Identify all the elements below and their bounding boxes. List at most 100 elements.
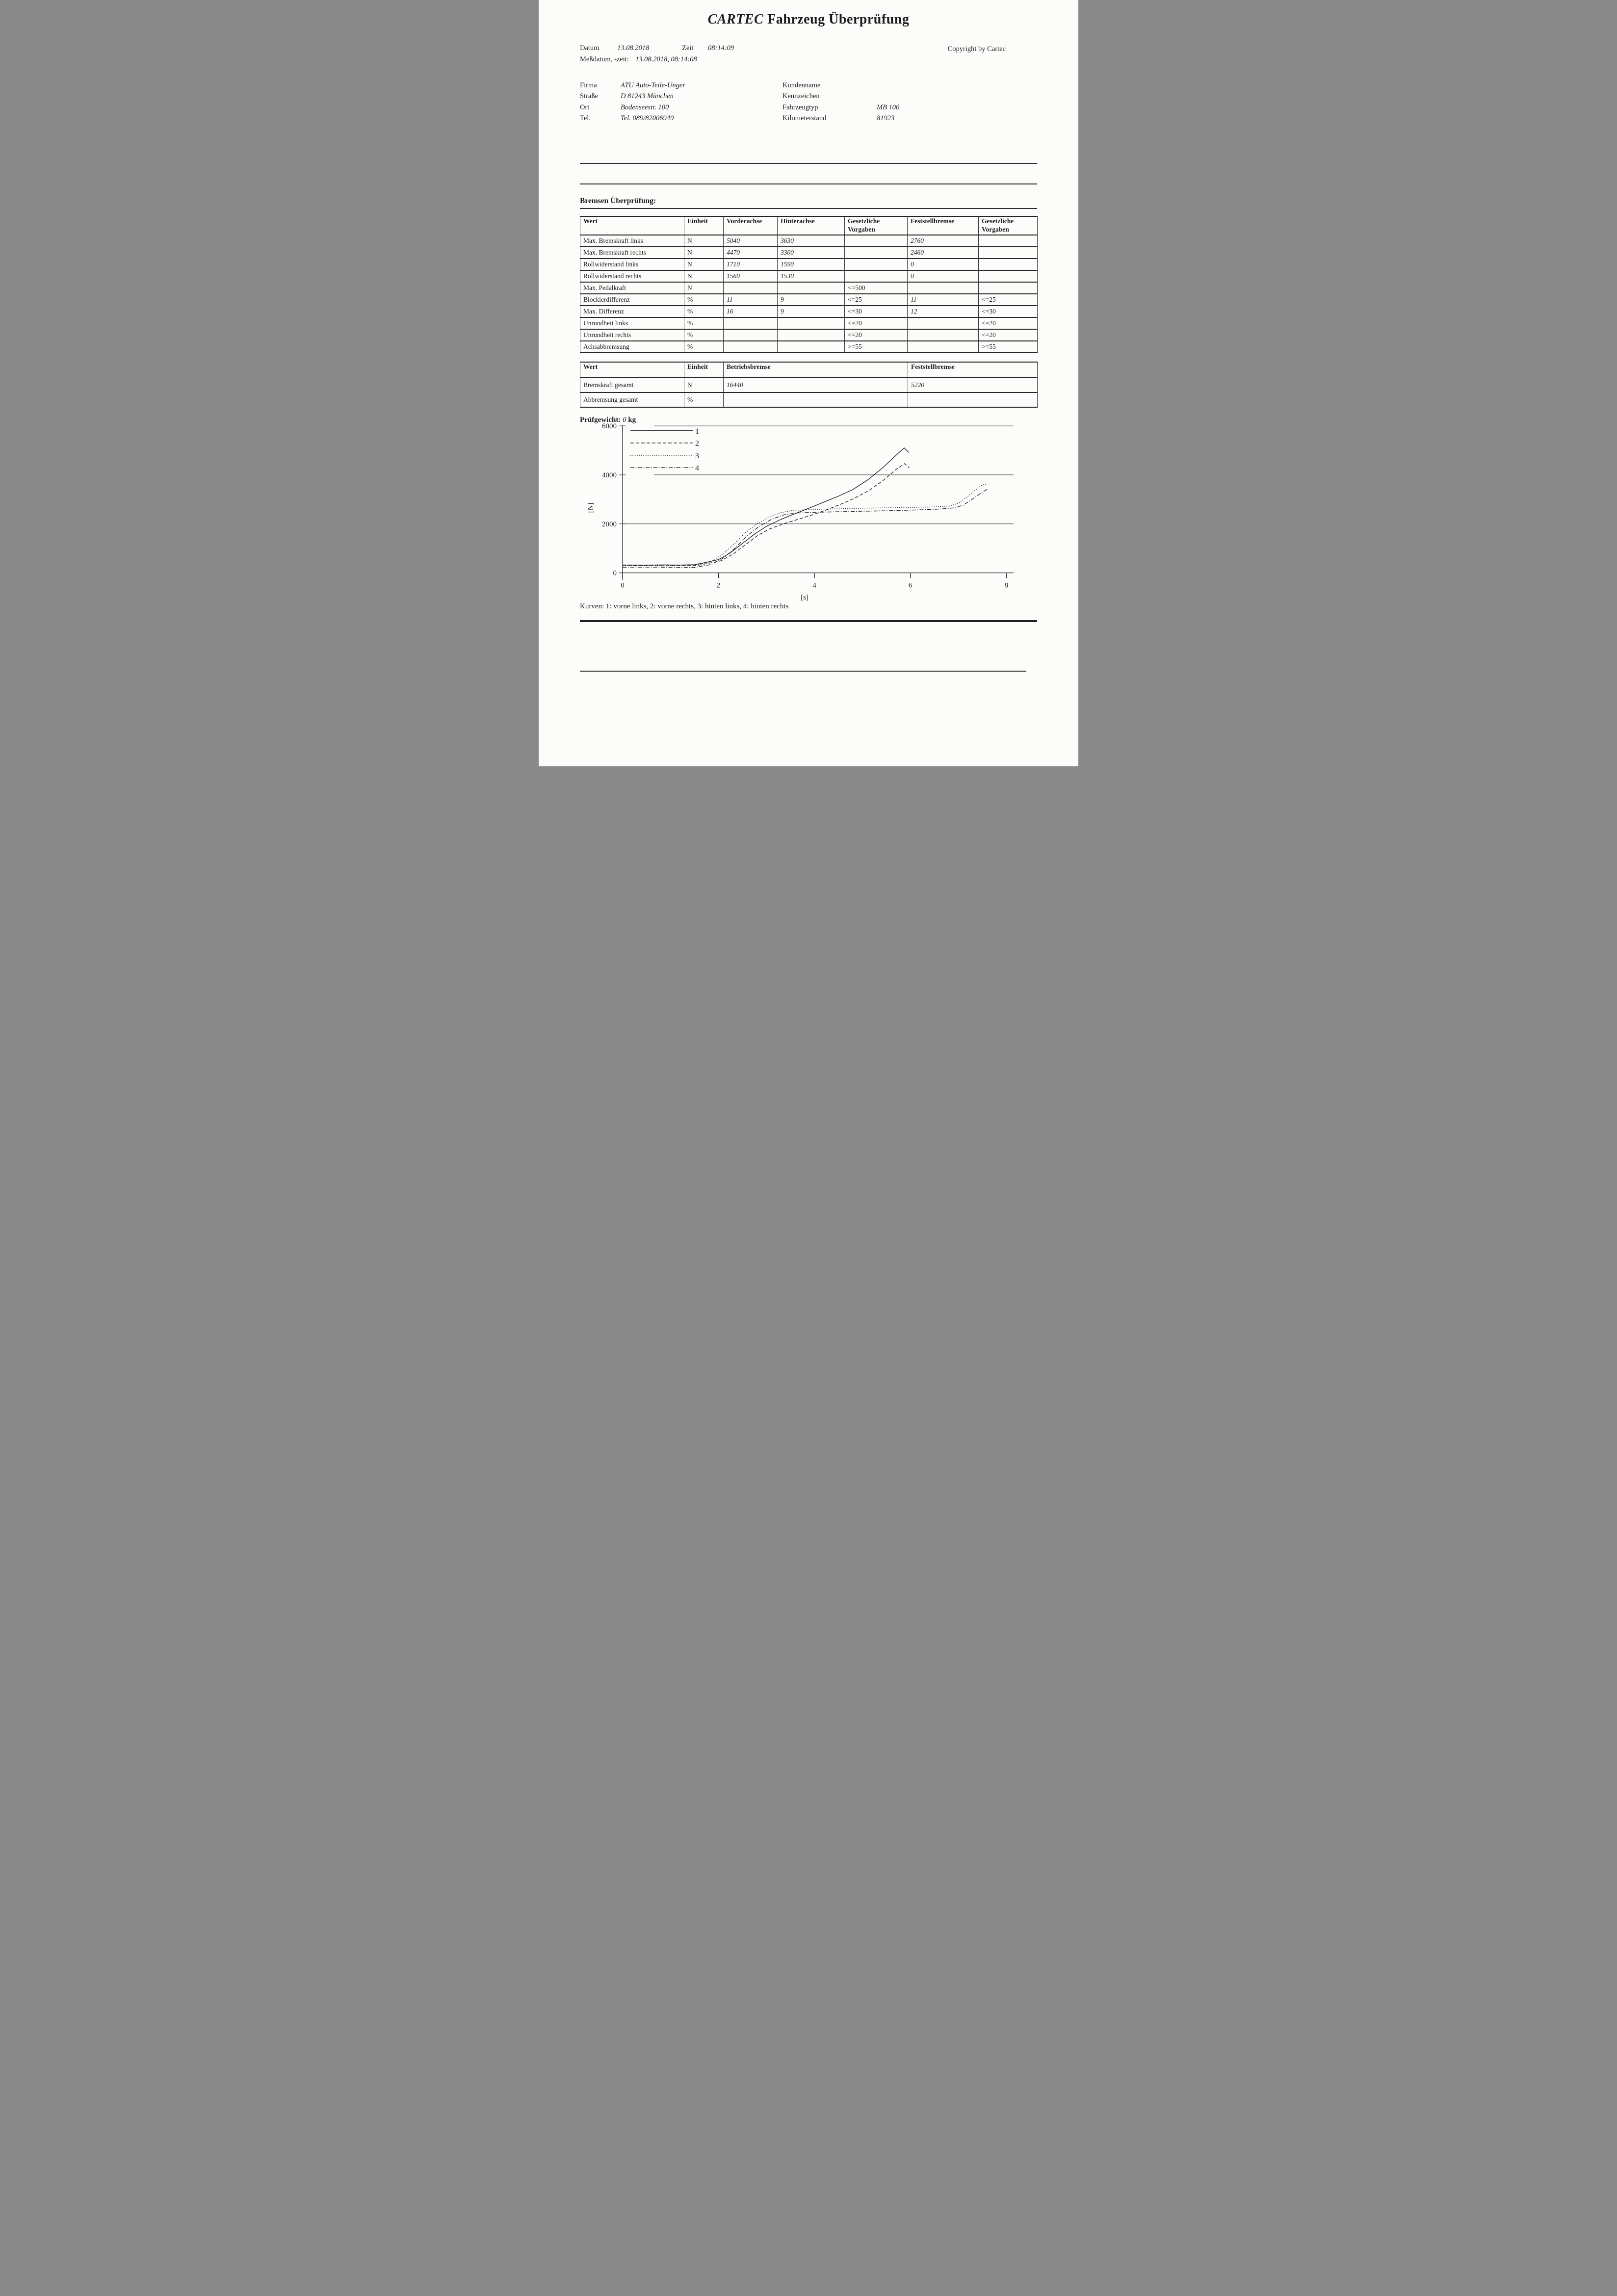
table-cell: Rollwiderstand links xyxy=(580,258,684,271)
table-cell xyxy=(777,282,845,294)
legend-label-2: 2 xyxy=(695,440,699,448)
table-cell xyxy=(723,317,778,330)
x-tick-label: 4 xyxy=(812,582,816,590)
y-tick-label: 2000 xyxy=(602,521,617,528)
table-cell: % xyxy=(684,305,724,318)
datum-value: 13.08.2018 xyxy=(617,44,650,52)
x-tick-label: 6 xyxy=(909,582,913,590)
table-cell: Blockierdifferenz xyxy=(580,293,684,306)
table-cell: <=20 xyxy=(978,317,1038,330)
table-cell: 3300 xyxy=(777,246,845,259)
table-cell xyxy=(844,246,908,259)
table-cell xyxy=(907,317,979,330)
col-vorgaben-2: Gesetzliche Vorgaben xyxy=(978,216,1038,235)
table-cell: N xyxy=(684,235,724,247)
table-row: Max. Differenz% 16 9 <=30 12 <=30 xyxy=(580,305,1038,318)
table-cell: 1530 xyxy=(777,270,845,283)
scanned-report-page: CARTEC Fahrzeug Überprüfung Copyright by … xyxy=(539,0,1078,766)
kundenname-row: Kundenname xyxy=(782,81,989,91)
table-cell xyxy=(907,282,979,294)
table-cell: <=25 xyxy=(978,293,1038,306)
table-cell xyxy=(723,282,778,294)
table-cell: 3630 xyxy=(777,235,845,247)
ort-label: Ort xyxy=(580,104,590,111)
divider xyxy=(580,671,1026,672)
table-cell: 0 xyxy=(907,258,979,271)
test-weight: Prüfgewicht: 0 kg xyxy=(580,416,636,424)
copyright-note: Copyright by Cartec xyxy=(947,45,1006,53)
measure-date-row: Meßdatum, -zeit: 13.08.2018, 08:14:08 xyxy=(580,55,874,65)
table-cell: Max. Bremskraft rechts xyxy=(580,246,684,259)
col-einheit: Einheit xyxy=(684,216,724,235)
table-cell: 1710 xyxy=(723,258,778,271)
table-cell: 11 xyxy=(723,293,778,306)
table-cell: <=20 xyxy=(978,329,1038,341)
y-axis-label: [N] xyxy=(587,503,595,513)
table-row: Max. Bremskraft links N 5040 3630 2760 xyxy=(580,235,1038,247)
table-cell xyxy=(907,340,979,353)
table-cell: 5220 xyxy=(908,378,1038,393)
col-hinterachse: Hinterachse xyxy=(777,216,845,235)
divider xyxy=(580,163,1037,164)
col-betriebsbremse: Betriebsbremse xyxy=(723,362,908,378)
test-weight-value: 0 xyxy=(623,416,626,424)
table-cell: >=55 xyxy=(844,340,908,353)
table-cell xyxy=(978,270,1038,283)
curve-3 xyxy=(622,484,987,566)
kennzeichen-label: Kennzeichen xyxy=(782,92,820,100)
table-cell: <=30 xyxy=(978,305,1038,318)
kilometerstand-value: 81923 xyxy=(877,114,895,122)
divider xyxy=(580,183,1037,184)
total-brake-table: Wert Einheit Betriebsbremse Feststellbre… xyxy=(580,362,1038,408)
table-cell xyxy=(723,329,778,341)
messdatum-label: Meßdatum, -zeit: xyxy=(580,55,629,63)
firma-value: ATU Auto-Teile-Unger xyxy=(621,81,685,89)
table-cell: Max. Bremskraft links xyxy=(580,235,684,247)
table-row: Rollwiderstand rechts N 1560 1530 0 xyxy=(580,270,1038,283)
fahrzeugtyp-row: Fahrzeugtyp MB 100 xyxy=(782,104,989,113)
table-cell: % xyxy=(684,293,724,306)
table-row: Blockierdifferenz% 11 9 <=25 11 <=25 xyxy=(580,293,1038,306)
messdatum-value: 13.08.2018, 08:14:08 xyxy=(635,55,697,63)
curve-2 xyxy=(622,463,910,567)
tel-value: Tel. 089/82006949 xyxy=(621,114,674,122)
test-weight-label: Prüfgewicht: xyxy=(580,416,621,424)
col-wert: Wert xyxy=(580,216,684,235)
ort-value: Bodenseestr. 100 xyxy=(621,104,669,111)
table-cell: 2760 xyxy=(907,235,979,247)
kundenname-label: Kundenname xyxy=(782,81,821,89)
title-text: Fahrzeug Überprüfung xyxy=(767,12,910,27)
table-row: Bremskraft gesamt N 16440 5220 xyxy=(580,378,1038,393)
table-header-row: Wert Einheit Betriebsbremse Feststellbre… xyxy=(580,362,1038,378)
x-tick-label: 2 xyxy=(717,582,721,590)
test-weight-unit: kg xyxy=(628,416,636,424)
table-cell xyxy=(978,246,1038,259)
table-cell xyxy=(777,329,845,341)
strasse-value: D 81243 München xyxy=(621,92,674,100)
table-cell: 1590 xyxy=(777,258,845,271)
table-cell: 2460 xyxy=(907,246,979,259)
table-cell: N xyxy=(684,378,724,393)
x-tick-label: 8 xyxy=(1004,582,1008,590)
table-cell xyxy=(844,235,908,247)
kilometerstand-row: Kilometerstand 81923 xyxy=(782,114,989,124)
table-cell xyxy=(978,282,1038,294)
table-cell: % xyxy=(684,340,724,353)
datum-label: Datum xyxy=(580,44,600,52)
col-vorgaben-1: Gesetzliche Vorgaben xyxy=(844,216,908,235)
table-cell xyxy=(777,340,845,353)
table-cell xyxy=(978,258,1038,271)
fahrzeugtyp-value: MB 100 xyxy=(877,104,900,111)
table-cell: N xyxy=(684,246,724,259)
table-cell: % xyxy=(684,392,724,408)
tel-label: Tel. xyxy=(580,114,591,122)
table-cell: <=500 xyxy=(844,282,908,294)
table-cell: <=30 xyxy=(844,305,908,318)
table-row: Unrundheit links% <=20 <=20 xyxy=(580,317,1038,330)
table-row: Max. Pedalkraft N <=500 xyxy=(580,282,1038,294)
tel-row: Tel. Tel. 089/82006949 xyxy=(580,114,766,124)
brand-name: CARTEC xyxy=(707,12,764,27)
firma-row: Firma ATU Auto-Teile-Unger xyxy=(580,81,766,91)
table-cell xyxy=(723,392,908,408)
table-cell: N xyxy=(684,270,724,283)
